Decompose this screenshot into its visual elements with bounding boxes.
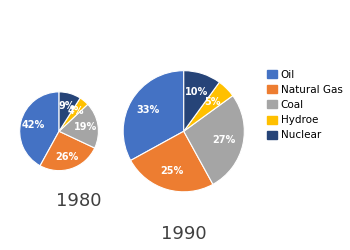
Text: 19%: 19% — [74, 122, 97, 132]
Text: 1980: 1980 — [56, 192, 102, 210]
Wedge shape — [184, 82, 233, 131]
Text: 25%: 25% — [161, 166, 184, 176]
Wedge shape — [59, 92, 80, 131]
Wedge shape — [20, 92, 59, 166]
Text: 10%: 10% — [185, 87, 208, 97]
Text: 27%: 27% — [212, 135, 236, 145]
Wedge shape — [131, 131, 213, 192]
Wedge shape — [59, 98, 88, 131]
Text: 5%: 5% — [205, 97, 221, 107]
Text: 26%: 26% — [56, 152, 79, 162]
Text: 4%: 4% — [68, 106, 84, 116]
Text: 1990: 1990 — [161, 225, 206, 243]
Text: 33%: 33% — [136, 105, 160, 115]
Text: 9%: 9% — [58, 100, 75, 110]
Text: 42%: 42% — [21, 120, 45, 130]
Legend: Oil, Natural Gas, Coal, Hydroe, Nuclear: Oil, Natural Gas, Coal, Hydroe, Nuclear — [265, 68, 345, 142]
Wedge shape — [184, 71, 219, 131]
Wedge shape — [40, 131, 95, 170]
Wedge shape — [123, 71, 184, 160]
Wedge shape — [184, 96, 244, 184]
Wedge shape — [59, 104, 98, 148]
